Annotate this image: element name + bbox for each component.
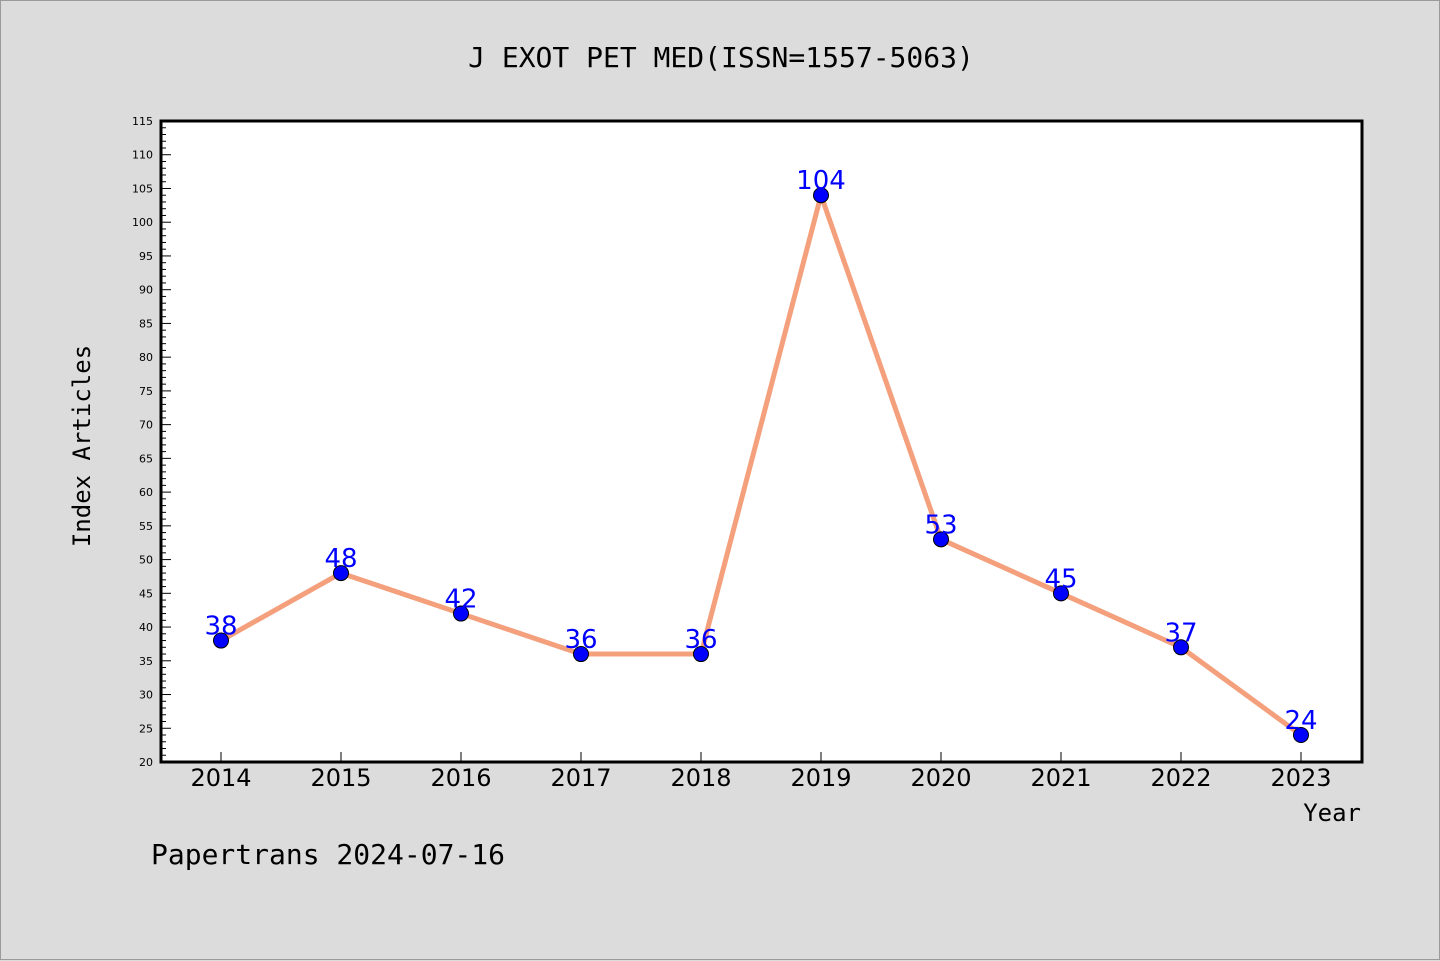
data-labels: 38 48 42 36 36 104 53 45 37 24 (204, 166, 1317, 736)
data-label: 48 (324, 544, 357, 574)
y-tick-label: 35 (139, 655, 153, 668)
data-label: 24 (1284, 706, 1317, 736)
y-tick-label: 50 (139, 554, 153, 567)
plot-area (159, 119, 1364, 764)
y-tick-label: 105 (132, 182, 153, 195)
x-tick-label: 2017 (550, 764, 611, 792)
y-axis-label: Index Articles (68, 345, 96, 547)
data-point (813, 187, 829, 204)
x-tick-label: 2018 (670, 764, 731, 792)
y-tick-label: 30 (139, 689, 153, 702)
x-tick-label: 2014 (190, 764, 251, 792)
x-tick-label: 2016 (430, 764, 491, 792)
y-tick-label: 90 (139, 284, 153, 297)
x-tick-label: 2021 (1030, 764, 1091, 792)
y-tick-label: 75 (139, 385, 153, 398)
x-tick-label: 2015 (310, 764, 371, 792)
markers (213, 187, 1309, 744)
chart-title: J EXOT PET MED(ISSN=1557-5063) (468, 41, 974, 74)
data-label: 36 (684, 625, 717, 655)
footer-text: Papertrans 2024-07-16 (151, 838, 505, 871)
x-tick-label: 2022 (1150, 764, 1211, 792)
x-tick-label: 2020 (910, 764, 971, 792)
x-tick-label: 2023 (1270, 764, 1331, 792)
data-point (453, 605, 469, 622)
data-label: 42 (444, 585, 477, 615)
data-point (333, 565, 349, 582)
data-point (1173, 639, 1189, 656)
series-line (219, 192, 1303, 738)
y-tick-label: 65 (139, 452, 153, 465)
y-tick-label: 85 (139, 317, 153, 330)
data-label: 37 (1164, 618, 1197, 648)
y-tick-label: 80 (139, 351, 153, 364)
data-label: 45 (1044, 564, 1077, 594)
data-point (1053, 585, 1069, 602)
x-axis: 2014 2015 2016 2017 2018 2019 2020 2021 2022 2023 (190, 752, 1332, 792)
y-tick-label: 110 (132, 149, 153, 162)
data-label: 53 (924, 510, 957, 540)
data-point (573, 646, 589, 663)
y-tick-label: 45 (139, 587, 153, 600)
data-label: 38 (204, 612, 237, 642)
y-tick-label: 70 (139, 419, 153, 432)
x-tick-label: 2019 (790, 764, 851, 792)
data-label: 36 (564, 625, 597, 655)
y-axis: 20 25 30 35 40 45 50 55 60 65 70 75 80 85 90 95 100 105 11… (132, 115, 171, 769)
y-tick-label: 60 (139, 486, 153, 499)
data-point (693, 646, 709, 663)
x-axis-label: Year (1303, 799, 1361, 827)
y-tick-label: 115 (132, 115, 153, 128)
data-point (213, 632, 229, 649)
y-tick-label: 40 (139, 621, 153, 634)
y-tick-label: 20 (139, 756, 153, 769)
data-point (933, 531, 949, 548)
y-tick-label: 55 (139, 520, 153, 533)
y-tick-label: 100 (132, 216, 153, 229)
data-point (1293, 727, 1309, 744)
y-tick-label: 25 (139, 722, 153, 735)
y-tick-label: 95 (139, 250, 153, 263)
data-label: 104 (796, 166, 846, 196)
